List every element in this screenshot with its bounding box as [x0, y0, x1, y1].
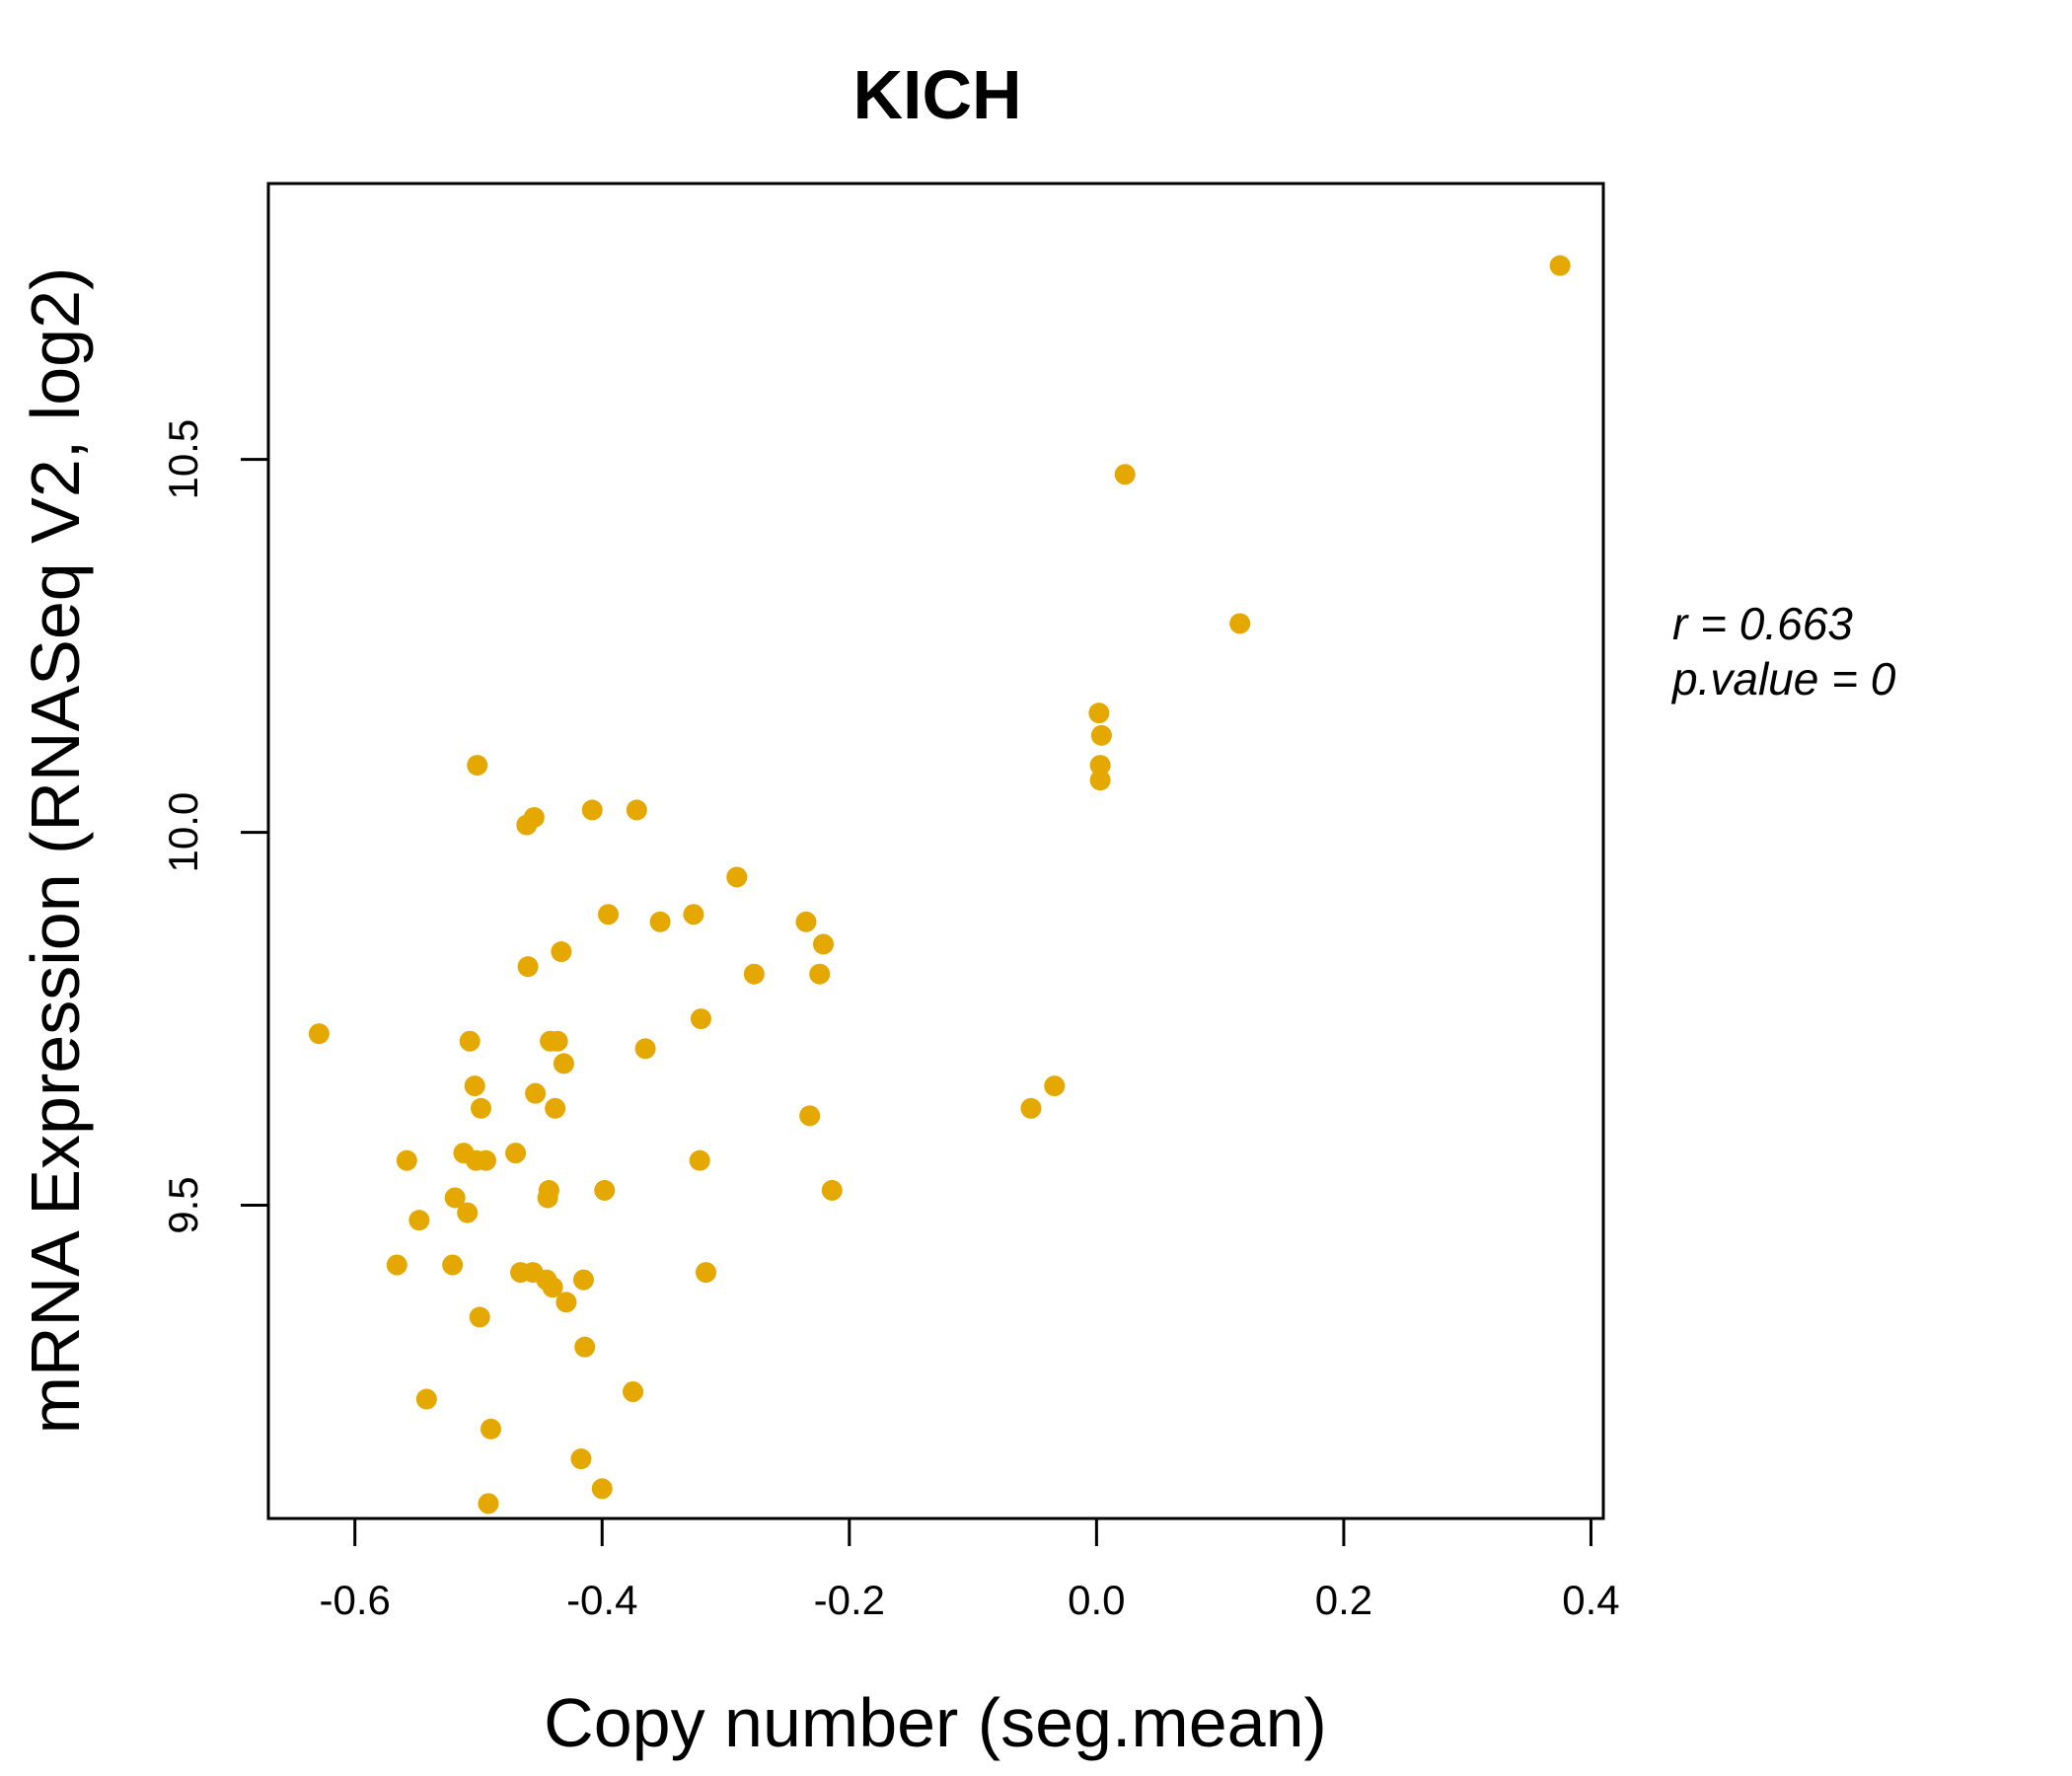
- y-axis-label: mRNA Expression (RNASeq V2, log2): [17, 267, 94, 1435]
- y-tick-label: 9.5: [160, 1176, 206, 1233]
- data-point: [555, 1292, 577, 1313]
- r-annotation: r = 0.663: [1672, 598, 1853, 649]
- data-point: [623, 1381, 644, 1403]
- data-point: [1044, 1075, 1066, 1097]
- data-point: [470, 1097, 491, 1119]
- data-point: [442, 1254, 464, 1276]
- x-tick-label: -0.4: [566, 1577, 637, 1623]
- p-value-annotation: p.value = 0: [1670, 653, 1896, 704]
- data-point: [308, 1023, 330, 1045]
- data-point: [574, 1336, 596, 1358]
- data-point: [812, 933, 834, 955]
- y-tick-label: 10.0: [160, 792, 206, 873]
- data-point: [475, 1149, 496, 1171]
- data-point: [809, 963, 831, 985]
- data-points: [308, 255, 1571, 1515]
- data-point: [570, 1448, 592, 1470]
- data-point: [457, 1202, 479, 1223]
- data-point: [1088, 703, 1110, 724]
- x-tick-label: -0.2: [814, 1577, 885, 1623]
- data-point: [464, 1075, 485, 1097]
- data-point: [1090, 724, 1112, 746]
- data-point: [538, 1179, 559, 1201]
- data-point: [690, 1008, 711, 1030]
- data-point: [1114, 464, 1136, 485]
- data-point: [591, 1478, 613, 1500]
- data-point: [581, 799, 603, 821]
- data-point: [1020, 1097, 1042, 1119]
- plot-frame: [266, 182, 1605, 1520]
- y-tick-label: 10.5: [160, 419, 206, 500]
- x-tick-label: 0.4: [1562, 1577, 1619, 1623]
- data-point: [634, 1038, 656, 1060]
- data-point: [1229, 613, 1251, 634]
- x-tick-label: 0.0: [1068, 1577, 1125, 1623]
- data-point: [386, 1254, 407, 1276]
- data-point: [626, 799, 647, 821]
- data-point: [551, 941, 572, 963]
- data-point: [525, 1082, 547, 1104]
- data-point: [469, 1306, 490, 1328]
- data-point: [572, 1269, 594, 1291]
- data-point: [505, 1143, 527, 1164]
- data-point: [545, 1097, 566, 1119]
- data-point: [467, 755, 488, 777]
- data-point: [821, 1179, 843, 1201]
- data-point: [553, 1053, 574, 1074]
- data-point: [1089, 770, 1111, 791]
- data-point: [695, 1262, 716, 1284]
- data-point: [415, 1388, 437, 1410]
- data-point: [459, 1030, 481, 1052]
- x-axis-label: Copy number (seg.mean): [544, 1684, 1327, 1761]
- data-point: [743, 963, 765, 985]
- data-point: [795, 911, 817, 932]
- data-point: [481, 1418, 501, 1440]
- x-axis: -0.6 -0.4 -0.2 0.0 0.2 0.4: [320, 1517, 1620, 1623]
- data-point: [444, 1187, 466, 1209]
- data-point: [478, 1493, 499, 1515]
- data-point: [517, 956, 539, 978]
- data-point: [594, 1179, 616, 1201]
- data-point: [408, 1210, 430, 1231]
- data-point: [799, 1105, 821, 1127]
- data-point: [1089, 755, 1111, 777]
- x-tick-label: -0.6: [320, 1577, 391, 1623]
- data-point: [547, 1030, 568, 1052]
- data-point: [523, 806, 545, 828]
- data-point: [726, 866, 748, 888]
- data-point: [649, 911, 671, 932]
- data-point: [1549, 255, 1571, 276]
- data-point: [598, 904, 620, 925]
- data-point: [396, 1149, 417, 1171]
- x-tick-label: 0.2: [1315, 1577, 1372, 1623]
- data-point: [683, 904, 704, 925]
- data-point: [542, 1277, 563, 1298]
- y-axis: 9.5 10.0 10.5: [160, 419, 270, 1234]
- data-point: [689, 1149, 710, 1171]
- chart-title: KICH: [852, 56, 1021, 133]
